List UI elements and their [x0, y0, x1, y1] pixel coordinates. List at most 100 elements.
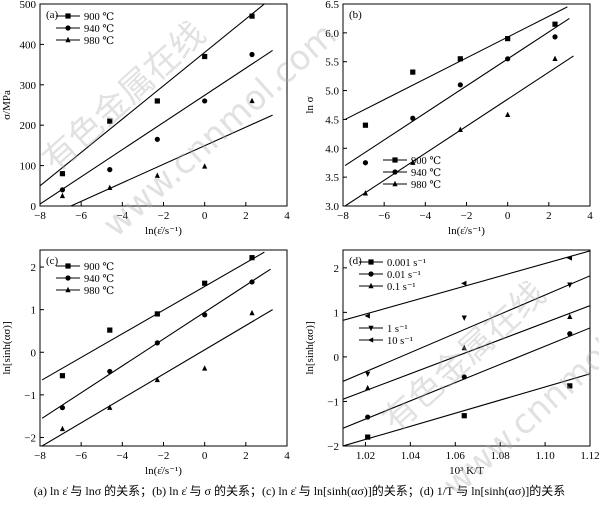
data-point-series-1 — [362, 122, 369, 128]
data-point-series-1 — [461, 413, 467, 419]
data-point-series-2 — [59, 405, 66, 411]
x-axis-label: 10³ K/T — [449, 465, 484, 477]
legend-label: 900 ℃ — [411, 156, 441, 167]
fit-line-1 — [41, 251, 265, 381]
data-point-series-2 — [107, 368, 113, 375]
data-point-series-1 — [410, 69, 416, 75]
data-point-series-3 — [59, 192, 66, 199]
x-tick-label: 1.04 — [401, 450, 421, 462]
y-axis-label: ln[sinh(ασ)] — [304, 321, 316, 374]
data-point-series-3 — [365, 384, 371, 391]
panel-4: 1.02 1.04 1.06 1.08 1.10 1.12 −2 −1 0 1 2 10³ K/T ln… — [304, 249, 599, 477]
data-point-series-1 — [505, 36, 511, 42]
x-tick-label: −4 — [116, 210, 128, 222]
x-tick-label: 4 — [284, 210, 290, 222]
panel-label: (c) — [46, 255, 59, 267]
fit-line-4 — [343, 275, 590, 382]
legend-marker — [368, 259, 374, 265]
x-axis-label: ln(ε̇/s⁻¹) — [145, 465, 182, 477]
fit-line-1 — [343, 373, 590, 446]
data-point-series-2 — [107, 167, 113, 173]
data-point-series-2 — [202, 312, 208, 318]
y-tick-label: 400 — [20, 39, 37, 51]
data-point-series-3 — [567, 313, 573, 320]
x-tick-label: −4 — [419, 210, 431, 222]
data-point-series-2 — [552, 34, 558, 40]
y-tick-label: 4.5 — [325, 114, 339, 126]
y-tick-label: 6.5 — [325, 0, 339, 11]
x-tick-label: 1.10 — [535, 450, 555, 462]
x-tick-label: −6 — [378, 210, 390, 222]
y-tick-label: 100 — [20, 161, 37, 173]
x-tick-label: −2 — [158, 210, 170, 222]
panel-label: (d) — [349, 255, 362, 267]
x-axis-label: ln(ε̇/s⁻¹) — [448, 225, 485, 237]
legend-label: 980 ℃ — [411, 180, 441, 191]
legend-marker — [368, 282, 374, 289]
y-tick-label: 2 — [334, 263, 340, 275]
data-point-series-3 — [505, 111, 511, 118]
plot-frame — [39, 3, 288, 207]
legend-marker — [65, 275, 71, 281]
data-point-series-2 — [365, 414, 371, 420]
x-tick-label: 2 — [546, 210, 552, 222]
legend-label: 900 ℃ — [84, 262, 114, 273]
data-point-series-3 — [461, 344, 467, 351]
legend-marker — [65, 263, 71, 269]
x-tick-label: 1.02 — [356, 450, 375, 462]
data-point-series-2 — [249, 279, 255, 285]
x-tick-label: 1.12 — [580, 450, 599, 462]
x-tick-label: −8 — [34, 450, 46, 462]
data-point-series-1 — [249, 255, 255, 261]
legend-label: 0.01 s⁻¹ — [387, 270, 421, 281]
data-point-series-1 — [249, 13, 255, 19]
plot-frame — [342, 3, 591, 207]
x-tick-label: 0 — [202, 210, 208, 222]
legend-marker — [368, 325, 374, 332]
legend-label: 0.1 s⁻¹ — [387, 282, 416, 293]
data-point-series-4 — [365, 371, 371, 378]
data-point-series-4 — [461, 315, 467, 321]
panel-label: (a) — [46, 9, 59, 21]
data-point-series-2 — [410, 115, 416, 121]
legend-label: 10 s⁻¹ — [387, 336, 413, 347]
data-point-series-1 — [567, 383, 573, 389]
data-point-series-2 — [249, 51, 255, 58]
legend-label: 940 ℃ — [84, 274, 114, 285]
x-tick-label: −2 — [461, 210, 473, 222]
data-point-series-5 — [364, 313, 370, 319]
legend-label: 900 ℃ — [84, 12, 114, 23]
legend-label: 980 ℃ — [84, 286, 114, 297]
data-point-series-1 — [202, 280, 208, 286]
figure-caption: (a) ln ε̇ 与 lnσ 的关系；(b) ln ε̇ 与 σ 的关系；(c… — [33, 484, 566, 498]
plot-frame — [342, 249, 591, 447]
data-point-series-2 — [461, 374, 467, 380]
data-point-series-3 — [154, 376, 160, 383]
x-tick-label: 0 — [202, 450, 208, 462]
data-point-series-5 — [566, 255, 572, 261]
data-point-series-3 — [59, 425, 66, 432]
data-point-series-1 — [107, 118, 113, 124]
data-point-series-1 — [365, 434, 371, 440]
data-point-series-3 — [107, 184, 113, 191]
legend-label: 1 s⁻¹ — [387, 324, 408, 335]
x-tick-label: 4 — [587, 210, 593, 222]
panel-2: −8 −6 −4 −2 0 2 4 3.0 3.5 4.0 4.5 5.0 5.5 6.0 6.5 ln(ε̇… — [304, 0, 593, 237]
legend-label: 0.001 s⁻¹ — [387, 258, 426, 269]
panel-3: −8 −6 −4 −2 0 2 4 −2 −1 0 1 2 ln(ε̇/s⁻¹) ln[sinh(ασ)]… — [1, 249, 290, 477]
data-point-series-3 — [410, 159, 416, 165]
fit-line-2 — [40, 50, 273, 205]
x-tick-label: 2 — [243, 450, 249, 462]
legend-marker — [367, 337, 374, 343]
data-point-series-3 — [202, 163, 208, 169]
data-point-series-2 — [154, 340, 160, 346]
x-tick-label: −2 — [158, 450, 170, 462]
figure: −8 −6 −4 −2 0 2 40100200300400500ln(ε̇/s⁻¹)σ/M… — [1, 0, 599, 477]
y-tick-label: −2 — [24, 432, 36, 444]
y-axis-label: ln σ — [304, 96, 316, 113]
fit-line-3 — [70, 114, 273, 206]
y-tick-label: 0 — [31, 347, 37, 359]
legend-marker — [65, 13, 71, 19]
fit-line-1 — [40, 4, 265, 187]
y-axis-label: σ/MPa — [1, 90, 13, 120]
